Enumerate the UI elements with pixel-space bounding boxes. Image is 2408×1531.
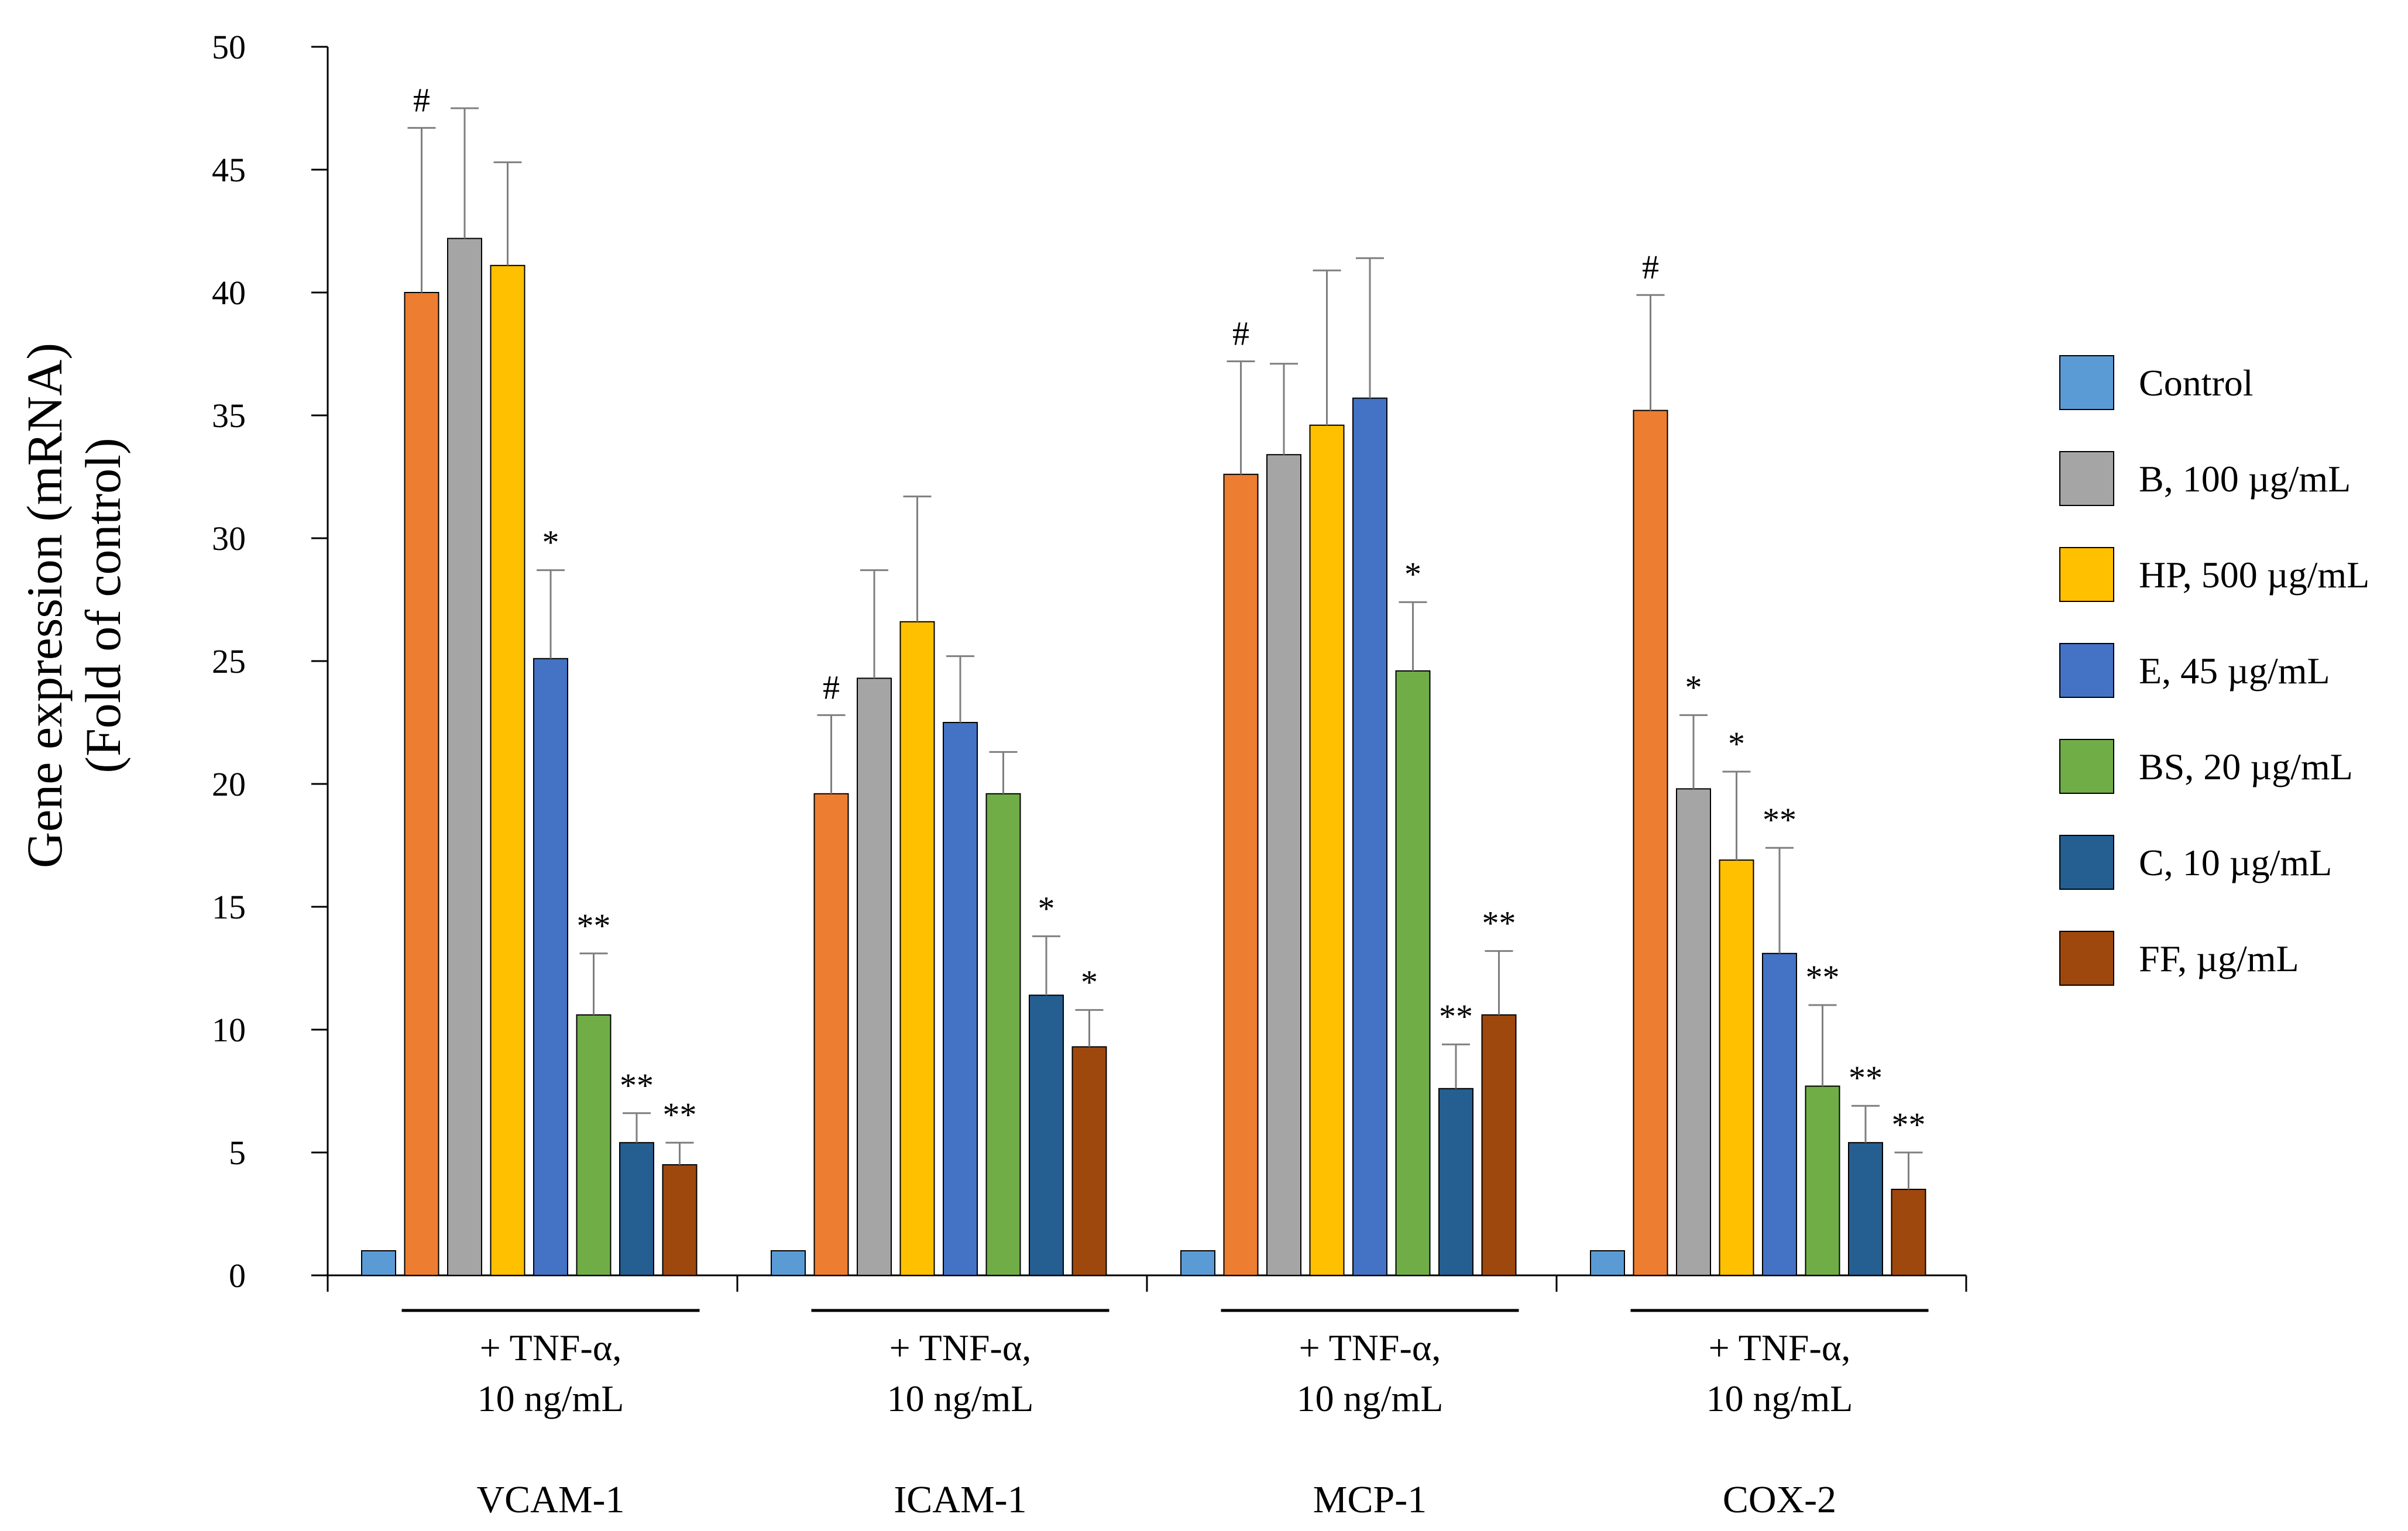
bars: #*******#**#*****#********** [361,81,1926,1277]
treatment-label-line2: 10 ng/mL [887,1378,1034,1419]
treatment-label-line1: + TNF-α, [889,1327,1032,1368]
significance-label: ** [620,1066,654,1105]
bar [1352,397,1387,1276]
bar [1805,1085,1840,1276]
bar [943,722,978,1276]
legend-swatch [2059,643,2114,698]
bar [1676,788,1711,1276]
significance-label: * [1038,889,1055,927]
treatment-label-line1: + TNF-α, [1709,1327,1851,1368]
significance-label: # [413,81,430,119]
bar [1266,454,1301,1277]
bar [1180,1250,1215,1276]
bar [1395,670,1431,1276]
significance-label: ** [1806,958,1840,996]
significance-label: ** [1763,801,1796,839]
significance-label: * [1081,963,1098,1001]
y-tick-label: 0 [229,1257,246,1295]
y-axis-title-line1: Gene expression (mRNA) [16,343,73,868]
bar [1481,1014,1517,1277]
bar [1848,1142,1883,1276]
legend-swatch [2059,835,2114,890]
y-tick-label: 50 [212,28,246,66]
significance-label: ** [1439,997,1473,1035]
y-tick-label: 25 [212,642,246,680]
legend-label: BS, 20 µg/mL [2139,746,2353,787]
y-tick-label: 30 [212,519,246,558]
bar [1309,424,1345,1276]
significance-label: ** [577,907,611,945]
bar [1029,995,1064,1276]
legend-label: B, 100 µg/mL [2139,458,2351,500]
bar [1071,1046,1107,1277]
significance-label: # [1642,248,1659,286]
legend-label: Control [2139,362,2254,404]
significance-label: * [1728,725,1745,763]
y-tick-label: 20 [212,765,246,803]
bar [1590,1250,1625,1276]
legend-swatch [2059,355,2114,410]
y-axis-title-line2: (Fold of control) [75,438,131,773]
legend: Control B, 100 µg/mL HP, 500 µg/mL E, 45 µg… [2059,355,2369,986]
legend-label: C, 10 µg/mL [2139,842,2332,883]
bar [1438,1088,1473,1277]
bar [490,264,525,1276]
legend-label: E, 45 µg/mL [2139,650,2330,691]
bar [813,793,849,1277]
bar [576,1014,612,1277]
significance-label: # [823,668,840,706]
significance-label: ** [1849,1059,1883,1097]
bar [533,658,568,1276]
significance-label: ** [1482,904,1516,942]
category-label: MCP-1 [1313,1478,1427,1521]
category-label: VCAM-1 [476,1478,624,1521]
y-tick-label: 45 [212,151,246,189]
bar [985,793,1021,1277]
legend-swatch [2059,739,2114,794]
y-tick-label: 15 [212,888,246,926]
bar [1891,1189,1926,1276]
bar [899,621,935,1276]
treatment-label-line2: 10 ng/mL [1706,1378,1853,1419]
significance-label: ** [663,1096,697,1134]
y-axis-title: Gene expression (mRNA) (Fold of control) [16,343,131,868]
bar [1633,410,1668,1276]
bar [361,1250,396,1276]
treatment-label-line2: 10 ng/mL [478,1378,624,1419]
axes: 0 5 10 15 20 25 30 35 40 45 50 [212,28,1967,1295]
category-label: COX-2 [1723,1478,1836,1521]
bar [447,238,482,1277]
significance-label: * [1685,668,1702,706]
y-tick-label: 5 [229,1134,246,1172]
legend-label: FF, µg/mL [2139,938,2299,979]
significance-label: * [1404,555,1421,593]
legend-swatch [2059,451,2114,506]
bar [857,677,892,1276]
legend-label: HP, 500 µg/mL [2139,554,2369,596]
bar [771,1250,806,1276]
group-labels: + TNF-α, 10 ng/mL VCAM-1 + TNF-α, 10 ng/mL IC… [401,1309,1929,1521]
bar [1223,473,1259,1276]
y-tick-label: 40 [212,274,246,312]
bar [619,1142,654,1276]
category-label: ICAM-1 [894,1478,1026,1521]
y-tick-label: 10 [212,1011,246,1049]
treatment-label-line1: + TNF-α, [1299,1327,1441,1368]
significance-label: # [1232,315,1249,353]
bar [404,292,439,1276]
treatment-label-line1: + TNF-α, [480,1327,622,1368]
y-tick-label: 35 [212,397,246,435]
bar [1762,952,1797,1277]
legend-swatch [2059,931,2114,986]
bar [1719,859,1754,1276]
bar [662,1164,698,1276]
treatment-label-line2: 10 ng/mL [1297,1378,1444,1419]
significance-label: ** [1892,1106,1926,1144]
legend-swatch [2059,547,2114,602]
significance-label: * [542,524,559,562]
